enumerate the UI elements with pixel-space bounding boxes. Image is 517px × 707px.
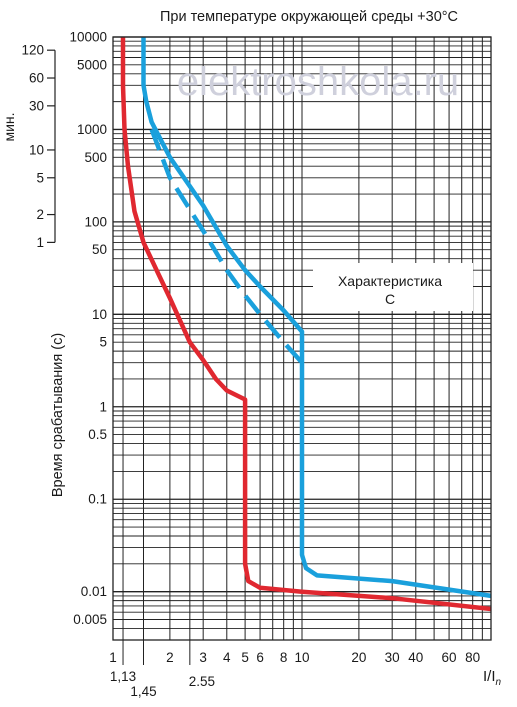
x-tick-label: 10 bbox=[294, 650, 309, 665]
minute-tick-label: 120 bbox=[21, 43, 44, 58]
annotation-line-1: Характеристика bbox=[338, 273, 442, 289]
y-tick-label: 1000 bbox=[77, 122, 107, 137]
y-tick-label: 0.1 bbox=[88, 492, 107, 507]
x-tick-label: 6 bbox=[256, 650, 264, 665]
series-line-3 bbox=[149, 128, 304, 365]
y-tick-label: 500 bbox=[84, 150, 107, 165]
x-tick-labels: 1 2 3 4 5 6 8 10 20 30 40 60 80 1,131,45 2.55 bbox=[109, 650, 480, 699]
x-extra-tick-label: 1,45 bbox=[130, 684, 156, 699]
series-line-1 bbox=[120, 37, 492, 612]
x-tick-label: 3 bbox=[199, 650, 207, 665]
minute-tick-labels: 120 60 30 10 5 2 1 bbox=[21, 43, 55, 250]
x-tick-label: 1 bbox=[109, 650, 117, 665]
y-tick-labels: 10000 5000 1000 500 100 50 10 5 1 0.5 0.1 0.01 0.005 bbox=[69, 30, 107, 627]
x-tick-label: 80 bbox=[465, 650, 480, 665]
x-tick-label: 40 bbox=[408, 650, 423, 665]
x-tick-label: 60 bbox=[442, 650, 457, 665]
x-extra-tick-label: 1,13 bbox=[110, 669, 136, 684]
y-tick-label: 5000 bbox=[77, 57, 107, 72]
minute-tick-label: 10 bbox=[29, 142, 44, 157]
x-axis-label-main: I/I bbox=[483, 668, 496, 685]
x-axis-label-sub: n bbox=[496, 677, 502, 688]
minute-tick-label: 2 bbox=[36, 207, 44, 222]
plot-frame bbox=[112, 36, 492, 641]
x-tick-label: 2 bbox=[166, 650, 174, 665]
minute-tick-label: 1 bbox=[36, 235, 44, 250]
minute-tick-label: 30 bbox=[29, 98, 44, 113]
series-line-2 bbox=[141, 37, 492, 599]
y-tick-label: 0.005 bbox=[73, 612, 107, 627]
y-tick-label: 100 bbox=[84, 214, 107, 229]
y-tick-label: 10 bbox=[92, 307, 107, 322]
x-axis-label: I/In bbox=[483, 668, 502, 688]
x-tick-label: 30 bbox=[385, 650, 400, 665]
y-tick-label: 1 bbox=[99, 399, 107, 414]
watermark: elektroshkola.ru bbox=[177, 60, 459, 104]
series-group bbox=[120, 37, 492, 612]
y-axis-label: Время срабатывания (с) bbox=[50, 333, 66, 497]
y-tick-label: 0.5 bbox=[88, 427, 107, 442]
x-tick-label: 4 bbox=[223, 650, 231, 665]
y-tick-label: 50 bbox=[92, 242, 107, 257]
annotation-box: Характеристика C bbox=[313, 263, 473, 311]
x-tick-label: 8 bbox=[280, 650, 288, 665]
minutes-label: мин. bbox=[1, 112, 17, 141]
y-tick-label: 10000 bbox=[69, 30, 107, 45]
chart-title: При температуре окружающей среды +30°C bbox=[160, 9, 458, 25]
x-extra-tick-label: 2.55 bbox=[189, 674, 215, 689]
x-tick-label: 20 bbox=[351, 650, 366, 665]
y-tick-label: 5 bbox=[99, 335, 107, 350]
axes bbox=[54, 36, 492, 641]
annotation-line-2: C bbox=[385, 291, 395, 307]
y-tick-label: 0.01 bbox=[81, 584, 107, 599]
x-tick-label: 5 bbox=[241, 650, 249, 665]
minute-tick-label: 60 bbox=[29, 71, 44, 86]
minute-tick-label: 5 bbox=[36, 170, 44, 185]
